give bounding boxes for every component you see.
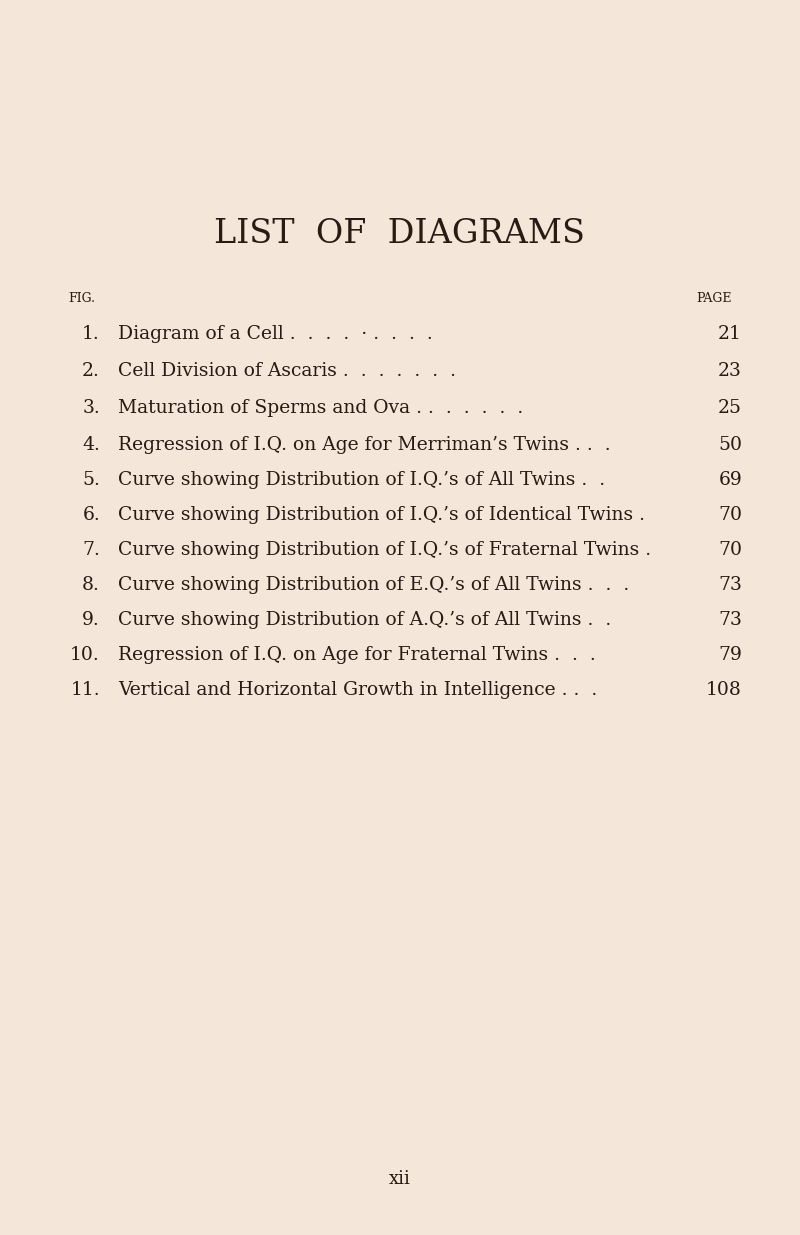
Text: 3.: 3.	[82, 399, 100, 417]
Text: 11.: 11.	[70, 680, 100, 699]
Text: 79: 79	[718, 646, 742, 664]
Text: 73: 73	[718, 611, 742, 629]
Text: PAGE: PAGE	[697, 291, 732, 305]
Text: 69: 69	[718, 471, 742, 489]
Text: 4.: 4.	[82, 436, 100, 454]
Text: FIG.: FIG.	[68, 291, 95, 305]
Text: Curve showing Distribution of A.Q.’s of All Twins .  .: Curve showing Distribution of A.Q.’s of …	[118, 611, 611, 629]
Text: Curve showing Distribution of I.Q.’s of Identical Twins .: Curve showing Distribution of I.Q.’s of …	[118, 506, 645, 524]
Text: 9.: 9.	[82, 611, 100, 629]
Text: xii: xii	[389, 1170, 411, 1188]
Text: 108: 108	[706, 680, 742, 699]
Text: 70: 70	[718, 506, 742, 524]
Text: 50: 50	[718, 436, 742, 454]
Text: Regression of I.Q. on Age for Fraternal Twins .  .  .: Regression of I.Q. on Age for Fraternal …	[118, 646, 596, 664]
Text: 10.: 10.	[70, 646, 100, 664]
Text: 1.: 1.	[82, 325, 100, 343]
Text: 21: 21	[718, 325, 742, 343]
Text: 70: 70	[718, 541, 742, 559]
Text: Vertical and Horizontal Growth in Intelligence . .  .: Vertical and Horizontal Growth in Intell…	[118, 680, 598, 699]
Text: Maturation of Sperms and Ova . .  .  .  .  .  .: Maturation of Sperms and Ova . . . . . .…	[118, 399, 523, 417]
Text: Curve showing Distribution of E.Q.’s of All Twins .  .  .: Curve showing Distribution of E.Q.’s of …	[118, 576, 630, 594]
Text: 25: 25	[718, 399, 742, 417]
Text: 6.: 6.	[82, 506, 100, 524]
Text: 23: 23	[718, 362, 742, 380]
Text: Regression of I.Q. on Age for Merriman’s Twins . .  .: Regression of I.Q. on Age for Merriman’s…	[118, 436, 610, 454]
Text: 8.: 8.	[82, 576, 100, 594]
Text: LIST  OF  DIAGRAMS: LIST OF DIAGRAMS	[214, 219, 586, 249]
Text: Cell Division of Ascaris .  .  .  .  .  .  .: Cell Division of Ascaris . . . . . . .	[118, 362, 456, 380]
Text: 7.: 7.	[82, 541, 100, 559]
Text: 73: 73	[718, 576, 742, 594]
Text: Curve showing Distribution of I.Q.’s of Fraternal Twins .: Curve showing Distribution of I.Q.’s of …	[118, 541, 651, 559]
Text: 2.: 2.	[82, 362, 100, 380]
Text: 5.: 5.	[82, 471, 100, 489]
Text: Curve showing Distribution of I.Q.’s of All Twins .  .: Curve showing Distribution of I.Q.’s of …	[118, 471, 605, 489]
Text: Diagram of a Cell .  .  .  .  · .  .  .  .: Diagram of a Cell . . . . · . . . .	[118, 325, 433, 343]
